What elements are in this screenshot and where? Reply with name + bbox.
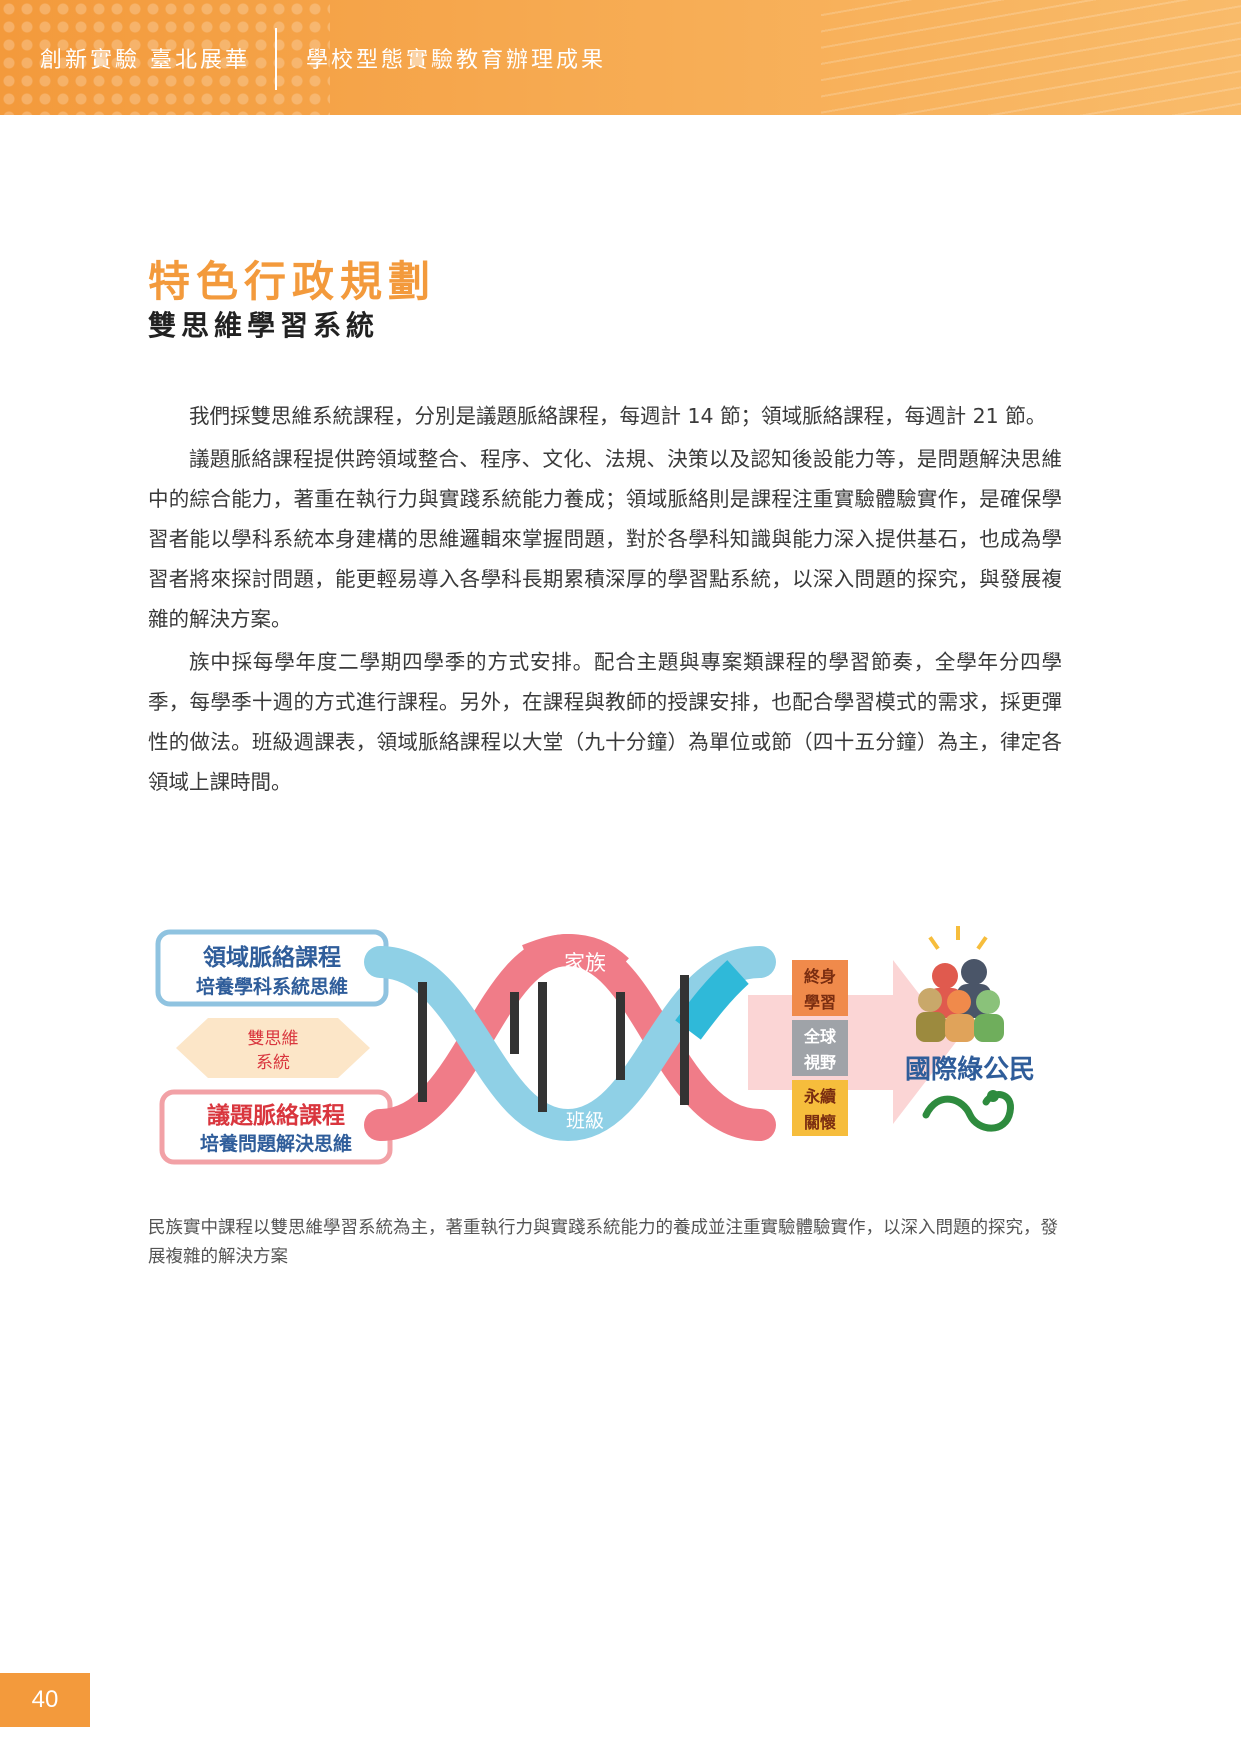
outcome-global-vision <box>792 1020 848 1076</box>
domain-course-desc: 培養學科系統思維 <box>196 975 348 998</box>
helix-rung <box>680 975 689 1105</box>
outcome-lifelong-line1: 終身 <box>804 967 836 986</box>
domain-course-title: 領域脈絡課程 <box>203 944 341 971</box>
leaf-logo-icon <box>922 1091 1014 1132</box>
dual-thinking-hexagon <box>176 1018 370 1078</box>
header-band: 創新實驗 臺北展華 學校型態實驗教育辦理成果 <box>0 0 1241 115</box>
outcome-global-line1: 全球 <box>803 1027 837 1046</box>
paragraph: 我們採雙思維系統課程，分別是議題脈絡課程，每週計 14 節；領域脈絡課程，每週計… <box>189 404 1047 428</box>
header-divider <box>275 28 277 90</box>
leaf-bud-icon <box>987 1090 999 1102</box>
helix-red-overlap <box>522 933 629 983</box>
body-text: 我們採雙思維系統課程，分別是議題脈絡課程，每週計 14 節；領域脈絡課程，每週計… <box>148 396 1062 805</box>
helix-bottom-label: 班級 <box>566 1110 604 1132</box>
people-group-icon <box>916 926 1004 1042</box>
dual-thinking-diagram: 領域脈絡課程 培養學科系統思維 雙思維 系統 議題脈絡課程 培養問題解決思維 家… <box>155 926 1035 1165</box>
page-number-box: 40 <box>0 1673 90 1727</box>
dual-thinking-line1: 雙思維 <box>248 1029 299 1049</box>
dual-thinking-line2: 系統 <box>256 1053 290 1073</box>
outcome-sustainable-care <box>792 1080 848 1136</box>
paragraph: 族中採每學年度二學期四學季的方式安排。配合主題與專案類課程的學習節奏，全學年分四… <box>148 650 1062 794</box>
outcome-arrow <box>748 960 956 1124</box>
streak-pattern-decoration <box>821 0 1241 115</box>
helix-rung <box>418 982 427 1102</box>
outcome-lifelong-line2: 學習 <box>804 993 836 1012</box>
outcome-lifelong-learning <box>792 960 848 1016</box>
outcome-global-line2: 視野 <box>803 1053 836 1072</box>
header-left-text: 創新實驗 臺北展華 <box>40 48 250 73</box>
helix-blue-accent <box>675 960 749 1040</box>
issue-course-title: 議題脈絡課程 <box>207 1102 345 1129</box>
figure-caption: 民族實中課程以雙思維學習系統為主，著重執行力與實踐系統能力的養成並注重實驗體驗實… <box>148 1218 1058 1267</box>
header-right-text: 學校型態實驗教育辦理成果 <box>306 48 607 73</box>
issue-course-desc: 培養問題解決思維 <box>200 1132 352 1155</box>
outcome-sustainable-line1: 永續 <box>803 1087 836 1106</box>
helix-rung <box>510 992 519 1054</box>
page-number: 40 <box>31 1686 59 1713</box>
section-title: 特色行政規劃 <box>148 257 437 306</box>
outcome-sustainable-line2: 關懷 <box>804 1113 836 1132</box>
helix-blue-strand <box>364 946 776 1142</box>
helix-top-label: 家族 <box>564 951 606 975</box>
helix-rung <box>538 982 547 1112</box>
paragraph: 議題脈絡課程提供跨領域整合、程序、文化、法規、決策以及認知後設能力等，是問題解決… <box>148 447 1062 631</box>
result-label: 國際綠公民 <box>905 1054 1035 1085</box>
helix-rung <box>616 992 625 1080</box>
section-subtitle: 雙思維學習系統 <box>148 309 380 342</box>
